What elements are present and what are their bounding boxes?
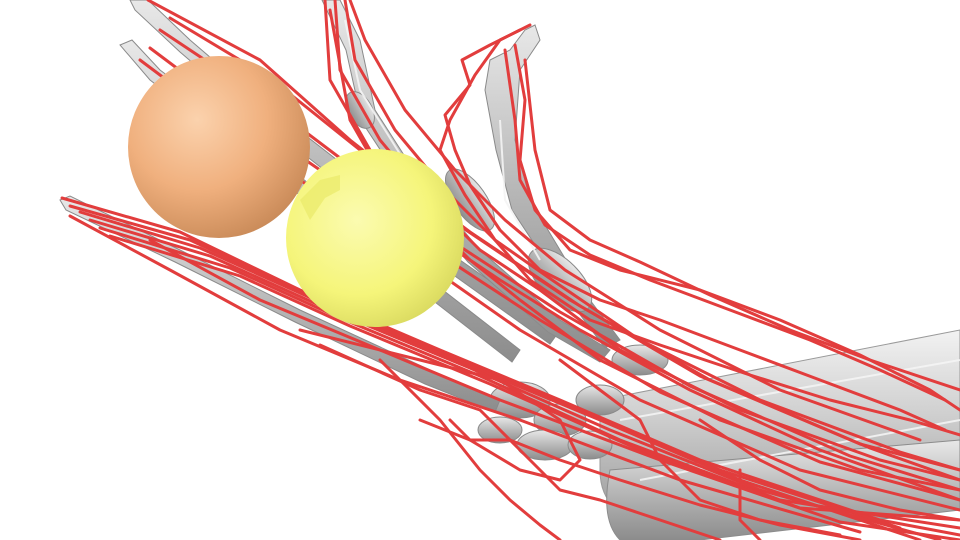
carpal-5 (575, 384, 625, 416)
yellow-sphere[interactable] (286, 149, 464, 327)
tendon-bundle-index (323, 0, 960, 502)
tendon-bundle-thumb (438, 23, 960, 437)
yellow-sphere-shadow-step (300, 175, 340, 220)
orange-sphere[interactable] (128, 56, 310, 238)
tendon-bundle-palm (298, 328, 960, 540)
